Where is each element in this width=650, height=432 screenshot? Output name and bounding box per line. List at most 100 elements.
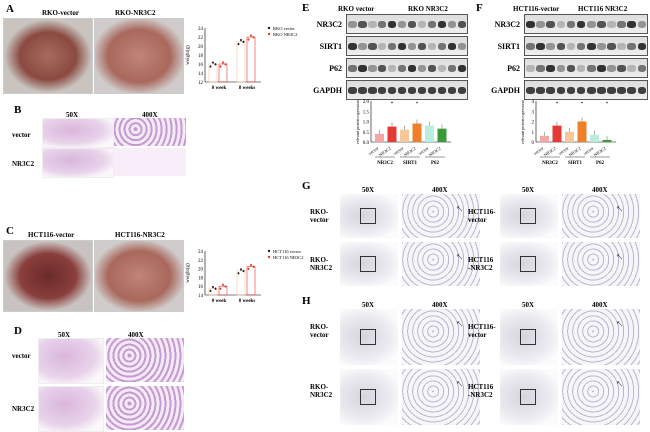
band [627, 65, 636, 72]
blot-row: NR3C2 [306, 14, 468, 34]
band [586, 43, 596, 50]
band [637, 65, 647, 72]
ihc-50x-image [340, 369, 398, 425]
band [566, 87, 576, 94]
band [407, 87, 417, 94]
band [526, 43, 535, 50]
band [617, 87, 626, 94]
bar [236, 270, 246, 296]
zoom-region-box [360, 329, 376, 345]
y-tick-label: 12 [198, 81, 204, 86]
band [358, 65, 367, 72]
arrow-icon: ← [612, 199, 629, 217]
x-tick-label: vector [557, 145, 569, 156]
data-point [209, 65, 212, 68]
mag-50x: 50X [362, 301, 375, 309]
band [637, 87, 647, 94]
band [617, 21, 626, 28]
blot-row: P62 [484, 58, 648, 78]
band [586, 21, 596, 28]
legend-marker [267, 249, 271, 253]
band [348, 65, 357, 72]
data-point [237, 42, 240, 45]
title-rko-nr3c2: RKO-NR3C2 [115, 9, 156, 17]
y-tick-label: 0.0 [363, 141, 370, 146]
band [597, 87, 606, 94]
protein-label: P62 [329, 64, 342, 73]
band [427, 43, 437, 50]
band [556, 21, 566, 28]
mag-400x: 400X [592, 301, 608, 309]
ihc-row-label: HCT116- vector [468, 208, 496, 224]
data-point [240, 268, 242, 271]
zoom-region-box [520, 208, 536, 224]
y-tick-label: 18 [198, 276, 204, 281]
y-tick-label: 2 [532, 121, 535, 126]
x-tick-label: NR3C2 [428, 146, 442, 158]
mag-50x: 50X [362, 186, 375, 194]
band [607, 43, 616, 50]
band [536, 87, 545, 94]
title-rko-vector: RKO-vector [42, 9, 79, 17]
panel-label-h: H [302, 295, 311, 307]
y-tick-label: 18 [198, 54, 204, 59]
band [526, 65, 535, 72]
band [417, 43, 427, 50]
panel-label-e: E [302, 2, 310, 14]
band [447, 65, 457, 72]
blot-strip [524, 36, 648, 56]
x-tick-label: 8 weeks [239, 299, 256, 304]
zoom-region-box [520, 389, 536, 405]
bar [565, 131, 574, 142]
band [378, 21, 387, 28]
band [597, 21, 606, 28]
y-tick-label: 24 [198, 27, 204, 32]
protein-label: GAPDH [313, 86, 342, 95]
western-blot-f: NR3C2 SIRT1 P62 GAPDH [484, 14, 648, 102]
band [637, 43, 647, 50]
he-400x-vector [114, 118, 186, 146]
data-point [222, 283, 224, 286]
band [607, 65, 616, 72]
x-tick-label: vector [367, 145, 379, 156]
he-50x-nr3c2 [42, 148, 114, 178]
band [398, 21, 407, 28]
group-label: NR3C2 [377, 161, 393, 166]
he-50x-vector [42, 118, 114, 148]
bar [412, 123, 422, 142]
y-tick-label: 14 [198, 294, 204, 299]
ihc-row-label: RKO- vector [310, 208, 329, 224]
ihc-50x-image [340, 309, 398, 365]
band [576, 87, 586, 94]
data-point [212, 61, 214, 64]
mag-50x: 50X [66, 111, 79, 119]
band [398, 87, 407, 94]
panel-label-g: G [302, 180, 311, 192]
band [398, 43, 407, 50]
ihc-row-label: HCT116 -NR3C2 [468, 256, 494, 272]
legend-marker [267, 255, 271, 259]
protein-label: SIRT1 [319, 42, 342, 51]
band [417, 21, 427, 28]
x-tick-label: vector [417, 145, 429, 156]
legend-label: HCT116 NR3C2 [273, 255, 303, 260]
title-hct116-vector: HCT116-vector [28, 231, 75, 239]
arrow-icon: ← [452, 247, 469, 265]
data-point [222, 61, 224, 64]
bar [552, 125, 562, 142]
arrow-icon: ← [612, 314, 629, 332]
arrow-icon: ← [612, 247, 629, 265]
band [526, 87, 535, 94]
x-tick-label: NR3C2 [403, 146, 417, 158]
lung-photo-hct116-nr3c2 [94, 240, 184, 312]
band [597, 65, 606, 72]
bar [577, 121, 587, 142]
he-400x-nr3c2 [114, 148, 186, 176]
x-tick-label: 8 weeks [239, 86, 256, 91]
group-rko-nr3c2: RKO NR3C2 [408, 5, 448, 13]
ihc-50x-image [500, 242, 558, 286]
group-label: P62 [596, 161, 605, 166]
band [427, 21, 437, 28]
significance-marker: * [556, 102, 559, 107]
